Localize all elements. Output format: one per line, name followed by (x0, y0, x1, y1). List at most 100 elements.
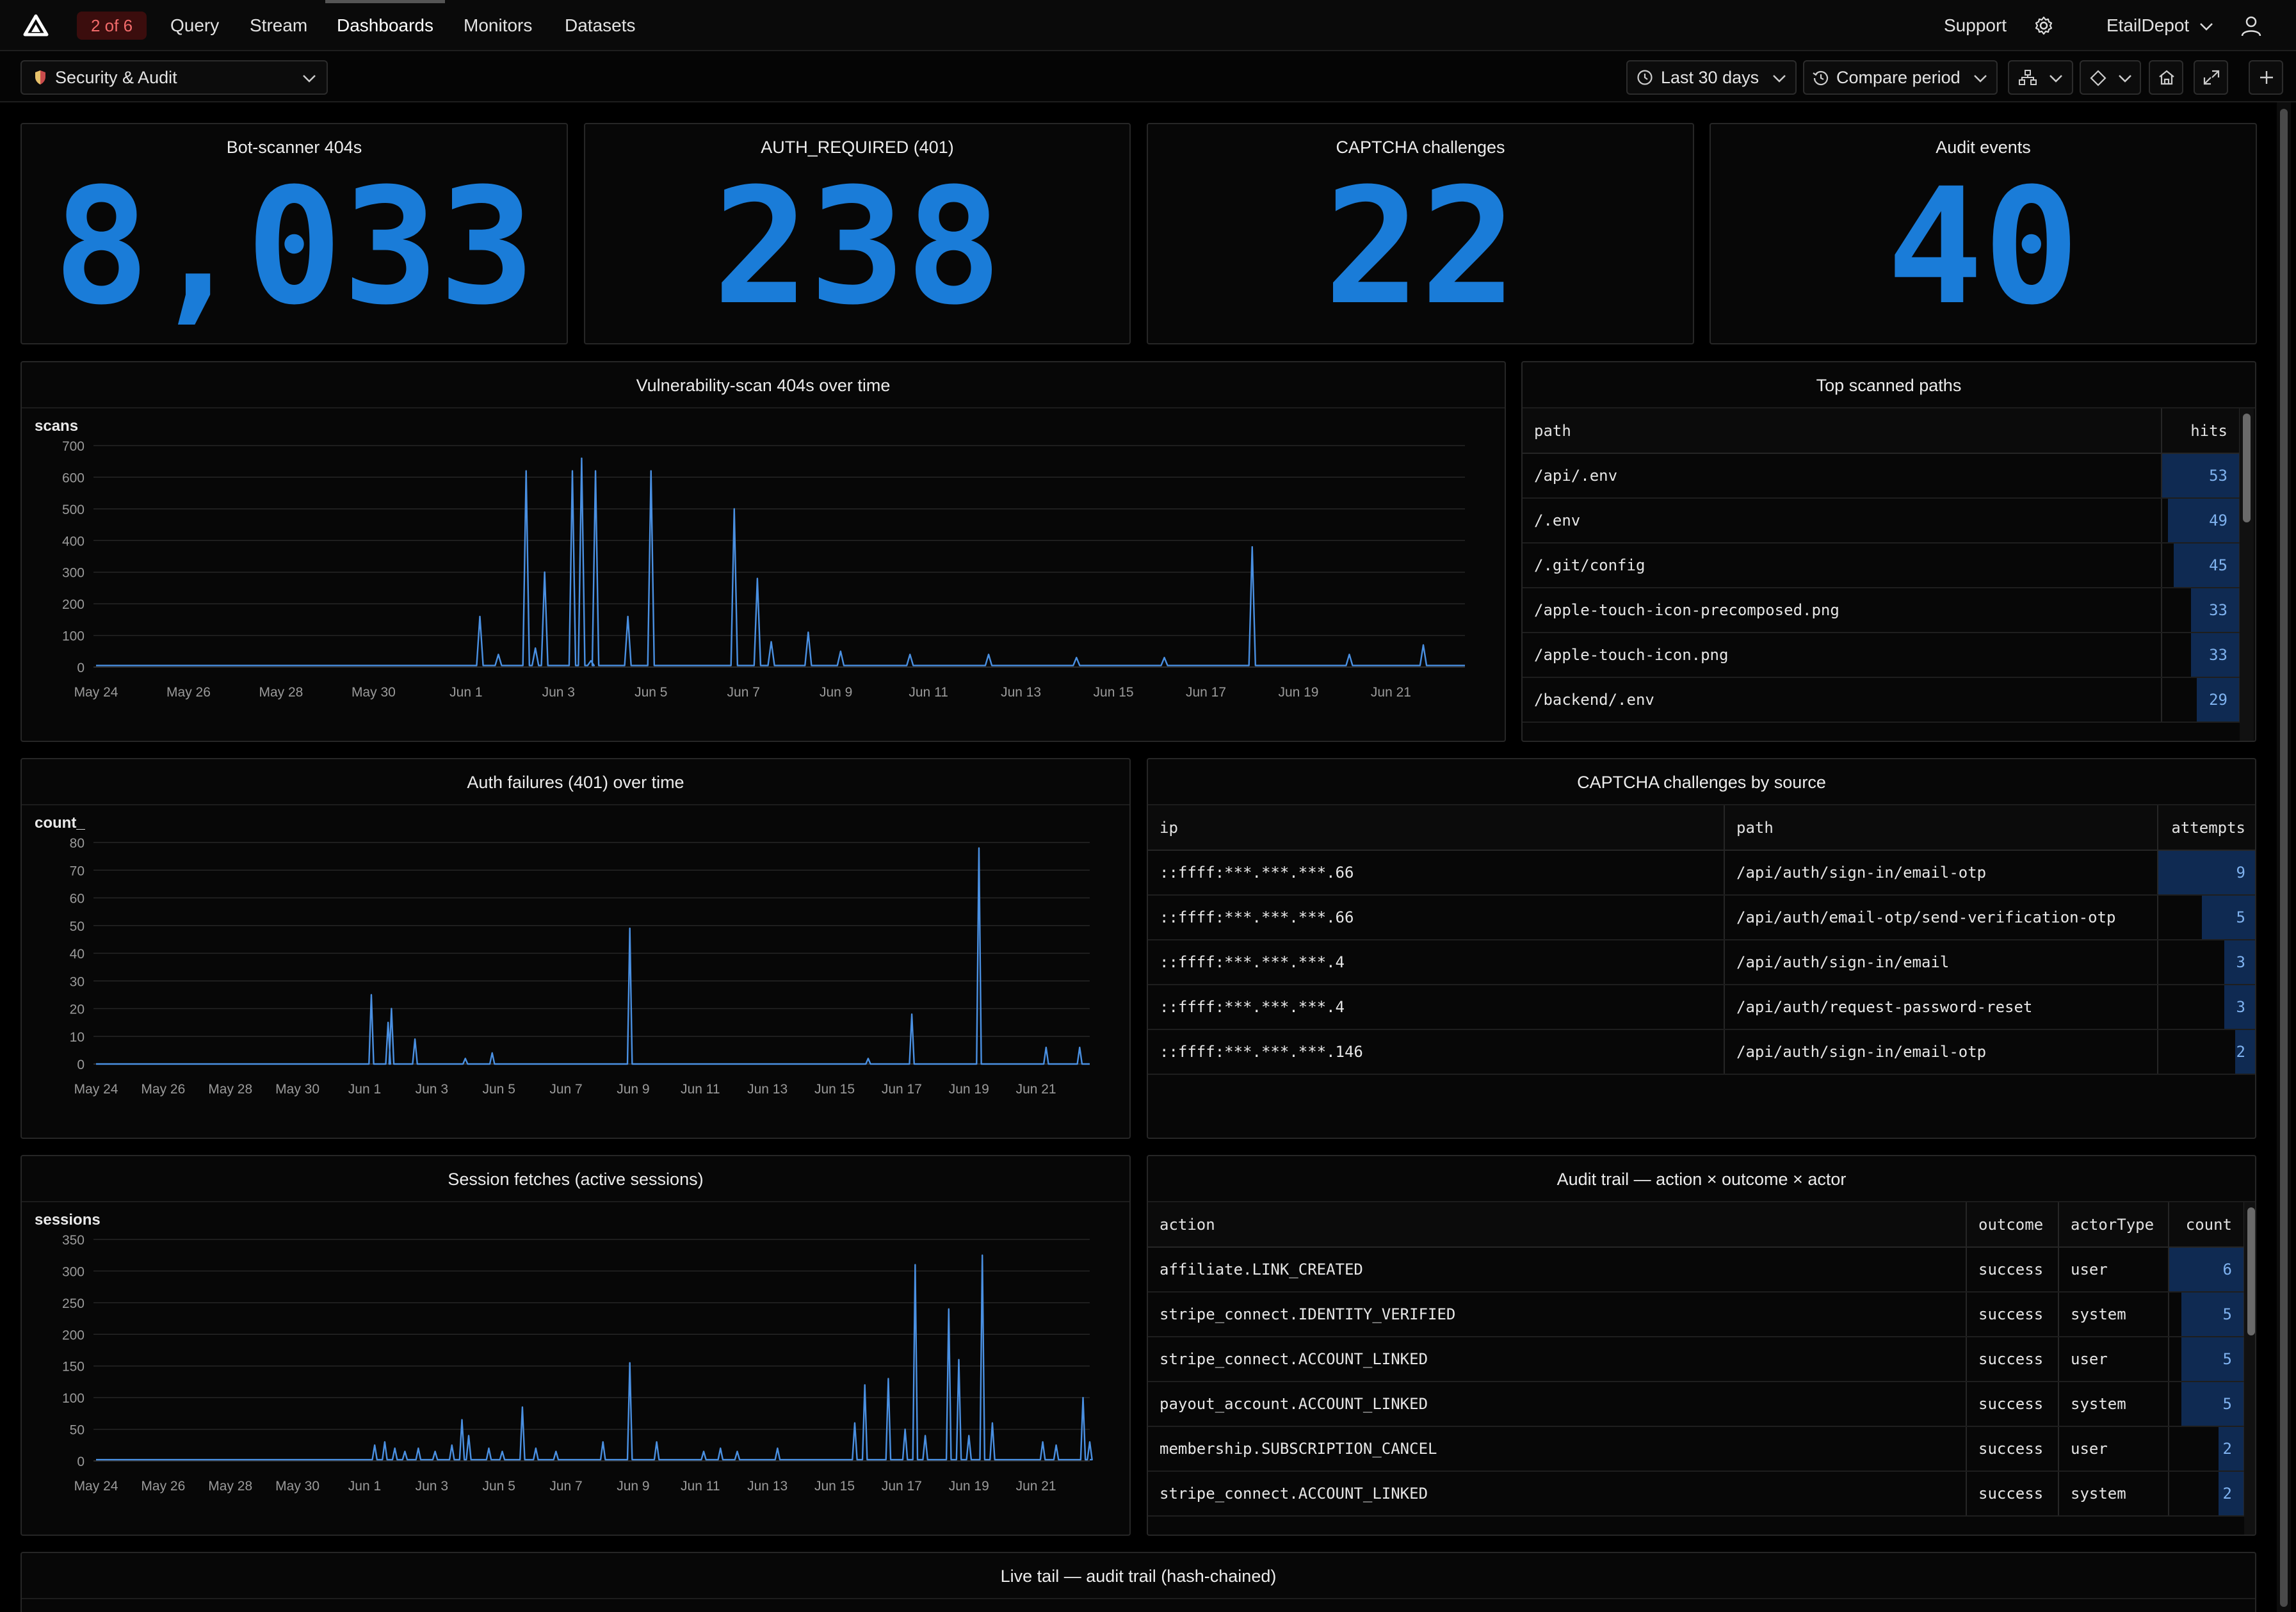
column-header-actor-type[interactable]: actorType (2058, 1202, 2169, 1247)
cell-count: 2 (2169, 1426, 2244, 1471)
table-row[interactable]: /api/.env 53 (1523, 453, 2240, 498)
column-header-hits[interactable]: hits (2162, 408, 2240, 453)
cell-path: /api/auth/request-password-reset (1724, 985, 2158, 1029)
value-bar (2181, 1293, 2243, 1336)
table-row[interactable]: /.env 49 (1523, 498, 2240, 543)
page-scrollbar[interactable] (2277, 102, 2291, 1612)
shield-icon (35, 70, 46, 85)
scrollbar-thumb[interactable] (2247, 1207, 2255, 1335)
cell-path: /api/auth/sign-in/email (1724, 940, 2158, 985)
stat-captcha-challenges[interactable]: CAPTCHA challenges 22 (1147, 123, 1694, 344)
table-captcha-by-source[interactable]: CAPTCHA challenges by source ip path att… (1147, 758, 2256, 1139)
column-header-attempts[interactable]: attempts (2158, 805, 2256, 850)
cell-hits: 29 (2162, 677, 2240, 722)
table-audit-trail[interactable]: Audit trail — action × outcome × actor a… (1147, 1155, 2256, 1536)
dashboard-selector[interactable]: Security & Audit (20, 60, 328, 95)
table-row[interactable]: /backend/.env 29 (1523, 677, 2240, 722)
x-tick-label: May 26 (166, 685, 211, 700)
x-tick-label: Jun 5 (635, 685, 667, 700)
table-row[interactable]: ::ffff:***.***.***.4/api/auth/sign-in/em… (1148, 940, 2256, 985)
time-range-picker[interactable]: Last 30 days (1626, 60, 1797, 95)
add-chart-button[interactable] (2249, 60, 2283, 95)
chart-session-fetches[interactable]: Session fetches (active sessions) sessio… (20, 1155, 1131, 1536)
settings-gear-icon[interactable] (2033, 15, 2054, 36)
x-tick-label: Jun 15 (1094, 685, 1134, 700)
compare-period-label: Compare period (1836, 61, 1960, 93)
table-row[interactable]: stripe_connect.ACCOUNT_LINKED success syst… (1148, 1471, 2244, 1516)
y-tick-label: 600 (62, 471, 85, 485)
y-tick-label: 0 (77, 661, 85, 675)
cell-value: 5 (2223, 1305, 2232, 1323)
nav-monitors[interactable]: Monitors (464, 0, 532, 51)
y-tick-label: 30 (70, 974, 85, 989)
x-tick-label: Jun 7 (727, 685, 760, 700)
panel-live-tail[interactable]: Live tail — audit trail (hash-chained) (20, 1552, 2256, 1612)
table-row[interactable]: /apple-touch-icon.png 33 (1523, 633, 2240, 677)
dashboard-pager-badge[interactable]: 2 of 6 (77, 12, 147, 40)
y-tick-label: 0 (77, 1455, 85, 1469)
table-row[interactable]: ::ffff:***.***.***.66/api/auth/email-otp… (1148, 895, 2256, 940)
axiom-logo-icon[interactable] (23, 14, 49, 37)
series-line[interactable] (96, 458, 1465, 666)
cell-count: 2 (2169, 1471, 2244, 1516)
stat-audit-events[interactable]: Audit events 40 (1710, 123, 2257, 344)
support-link[interactable]: Support (1944, 0, 2007, 51)
x-tick-label: Jun 1 (449, 685, 482, 700)
annotations-menu-button[interactable] (2080, 60, 2141, 95)
cell-actor: user (2058, 1337, 2169, 1382)
table-row[interactable]: payout_account.ACCOUNT_LINKED success syst… (1148, 1382, 2244, 1426)
nav-query[interactable]: Query (170, 0, 219, 51)
table-row[interactable]: stripe_connect.IDENTITY_VERIFIED success s… (1148, 1292, 2244, 1337)
table-row[interactable]: ::ffff:***.***.***.4/api/auth/request-pa… (1148, 985, 2256, 1029)
table-row[interactable]: /.git/config 45 (1523, 543, 2240, 588)
cell-attempts: 5 (2158, 895, 2256, 940)
x-tick-label: Jun 21 (1371, 685, 1411, 700)
org-switcher[interactable]: EtailDepot (2106, 0, 2213, 51)
cell-value: 3 (2236, 998, 2245, 1016)
home-button[interactable] (2149, 60, 2183, 95)
column-header-path[interactable]: path (1724, 805, 2158, 850)
cell-value: 3 (2236, 953, 2245, 971)
table-row[interactable]: ::ffff:***.***.***.66/api/auth/sign-in/e… (1148, 850, 2256, 895)
dashboard-toolbar: Security & Audit Last 30 days Compare pe… (0, 51, 2296, 102)
column-header-outcome[interactable]: outcome (1966, 1202, 2058, 1247)
nav-stream[interactable]: Stream (250, 0, 307, 51)
user-account-icon[interactable] (2240, 14, 2263, 37)
value-bar (2181, 1337, 2243, 1381)
column-header-ip[interactable]: ip (1148, 805, 1724, 850)
x-tick-label: Jun 5 (483, 1479, 515, 1494)
chart-vuln-scan-404s[interactable]: Vulnerability-scan 404s over time scans … (20, 361, 1506, 742)
cell-attempts: 2 (2158, 1029, 2256, 1074)
nav-dashboards[interactable]: Dashboards (337, 0, 433, 51)
hierarchy-menu-button[interactable] (2008, 60, 2073, 95)
column-header-count[interactable]: count (2169, 1202, 2244, 1247)
column-header-action[interactable]: action (1148, 1202, 1966, 1247)
chart-auth-failures-401[interactable]: Auth failures (401) over time count_ 0 10… (20, 758, 1131, 1139)
compare-period-picker[interactable]: Compare period (1803, 60, 1998, 95)
table-row[interactable]: affiliate.LINK_CREATED success user 6 (1148, 1247, 2244, 1292)
page-scrollbar-thumb[interactable] (2280, 109, 2288, 1607)
column-header-path[interactable]: path (1523, 408, 2162, 453)
stat-value: 22 (1148, 164, 1693, 330)
table-row[interactable]: stripe_connect.ACCOUNT_LINKED success user… (1148, 1337, 2244, 1382)
series-line[interactable] (96, 848, 1090, 1064)
scrollbar-thumb[interactable] (2243, 414, 2251, 522)
table-row[interactable]: ::ffff:***.***.***.146/api/auth/sign-in/… (1148, 1029, 2256, 1074)
cell-ip: ::ffff:***.***.***.66 (1148, 895, 1724, 940)
table-row[interactable]: membership.SUBSCRIPTION_CANCEL success use… (1148, 1426, 2244, 1471)
stat-auth-required-401[interactable]: AUTH_REQUIRED (401) 238 (584, 123, 1131, 344)
cell-ip: ::ffff:***.***.***.4 (1148, 985, 1724, 1029)
cell-value: 9 (2236, 864, 2245, 882)
cell-hits: 53 (2162, 453, 2240, 498)
expand-button[interactable] (2194, 60, 2228, 95)
x-tick-label: May 24 (74, 685, 118, 700)
table-top-scanned-paths[interactable]: Top scanned paths path hits /api/.env 53/… (1521, 361, 2256, 742)
x-tick-label: Jun 19 (1278, 685, 1318, 700)
nav-datasets[interactable]: Datasets (565, 0, 636, 51)
org-name: EtailDepot (2106, 15, 2189, 35)
x-tick-label: Jun 21 (1016, 1082, 1056, 1097)
x-tick-label: Jun 17 (882, 1082, 922, 1097)
time-range-label: Last 30 days (1661, 61, 1759, 93)
stat-bot-scanner-404s[interactable]: Bot-scanner 404s 8,033 (20, 123, 568, 344)
table-row[interactable]: /apple-touch-icon-precomposed.png 33 (1523, 588, 2240, 633)
